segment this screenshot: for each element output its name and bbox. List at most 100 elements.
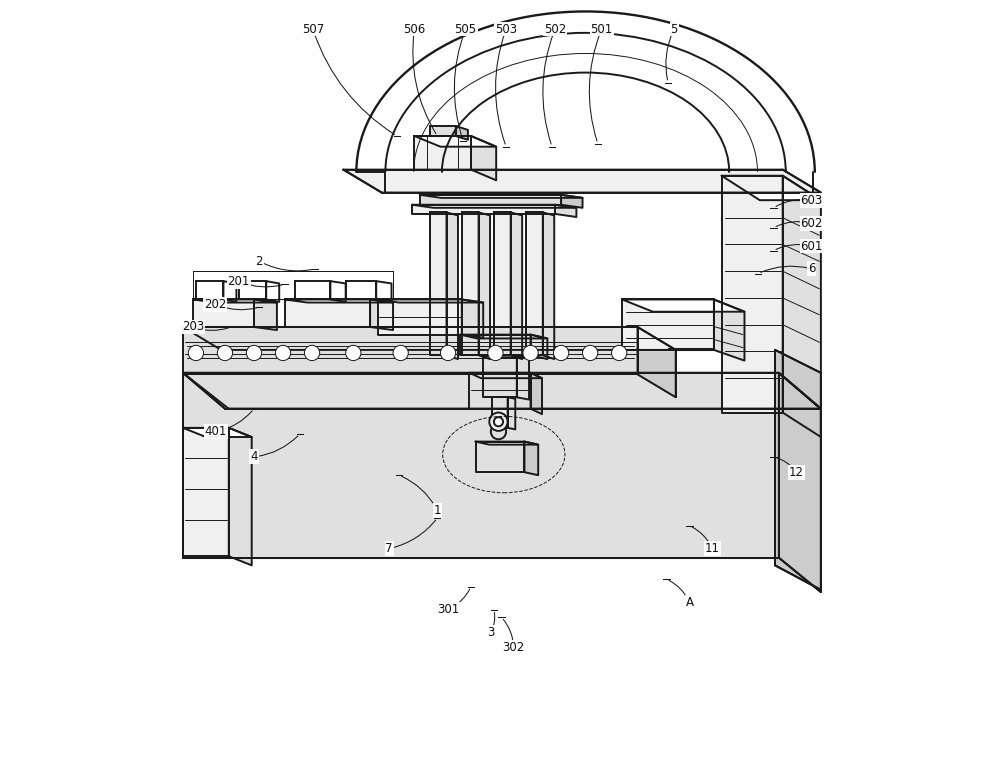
Circle shape xyxy=(494,417,503,426)
Text: 202: 202 xyxy=(204,297,226,311)
Polygon shape xyxy=(462,299,483,338)
Polygon shape xyxy=(420,195,561,205)
Text: 301: 301 xyxy=(437,603,459,617)
Polygon shape xyxy=(295,281,330,299)
Polygon shape xyxy=(447,212,458,359)
Text: 401: 401 xyxy=(205,425,227,439)
Polygon shape xyxy=(285,299,370,327)
Text: 501: 501 xyxy=(590,22,613,36)
Polygon shape xyxy=(543,212,554,359)
Circle shape xyxy=(583,345,598,361)
Polygon shape xyxy=(722,176,821,200)
Polygon shape xyxy=(196,281,223,299)
Text: 601: 601 xyxy=(801,239,823,253)
Circle shape xyxy=(488,345,503,361)
Polygon shape xyxy=(266,281,279,302)
Polygon shape xyxy=(239,281,266,299)
Text: 5: 5 xyxy=(671,22,678,36)
Circle shape xyxy=(393,345,408,361)
Polygon shape xyxy=(469,373,531,409)
Polygon shape xyxy=(638,327,676,397)
Polygon shape xyxy=(526,212,543,355)
Polygon shape xyxy=(492,397,508,428)
Polygon shape xyxy=(414,136,496,147)
Text: 302: 302 xyxy=(503,641,525,655)
Circle shape xyxy=(491,424,506,439)
Text: 3: 3 xyxy=(487,626,495,639)
Polygon shape xyxy=(668,348,712,350)
Polygon shape xyxy=(183,373,821,409)
Polygon shape xyxy=(376,281,392,302)
Text: A: A xyxy=(685,595,693,609)
Polygon shape xyxy=(531,335,547,359)
Polygon shape xyxy=(285,299,393,303)
Circle shape xyxy=(188,345,204,361)
Polygon shape xyxy=(469,373,542,378)
Polygon shape xyxy=(476,442,538,445)
Polygon shape xyxy=(183,428,229,556)
Polygon shape xyxy=(412,205,576,208)
Polygon shape xyxy=(420,195,583,198)
Text: 7: 7 xyxy=(385,542,393,555)
Text: 4: 4 xyxy=(250,450,258,464)
Circle shape xyxy=(246,345,262,361)
Polygon shape xyxy=(430,212,447,355)
Text: 603: 603 xyxy=(801,193,823,207)
Polygon shape xyxy=(183,327,638,374)
Polygon shape xyxy=(183,327,676,350)
Polygon shape xyxy=(462,212,479,355)
Text: 201: 201 xyxy=(228,274,250,288)
Circle shape xyxy=(304,345,320,361)
Polygon shape xyxy=(456,126,468,140)
Polygon shape xyxy=(430,126,456,136)
Text: 203: 203 xyxy=(182,320,204,334)
Polygon shape xyxy=(479,212,490,359)
Polygon shape xyxy=(330,281,346,302)
Text: 2: 2 xyxy=(256,254,263,268)
Text: 12: 12 xyxy=(789,465,804,479)
Text: 602: 602 xyxy=(801,216,823,230)
Text: 1: 1 xyxy=(434,503,441,517)
Polygon shape xyxy=(460,335,531,355)
Polygon shape xyxy=(378,299,462,335)
Polygon shape xyxy=(531,373,542,414)
Circle shape xyxy=(275,345,291,361)
Polygon shape xyxy=(561,195,583,208)
Polygon shape xyxy=(483,355,517,397)
Polygon shape xyxy=(511,212,522,359)
Circle shape xyxy=(346,345,361,361)
Polygon shape xyxy=(508,397,515,429)
Polygon shape xyxy=(783,176,821,437)
Polygon shape xyxy=(193,299,254,327)
Polygon shape xyxy=(346,281,376,299)
Text: 506: 506 xyxy=(403,22,426,36)
Polygon shape xyxy=(229,428,252,565)
Polygon shape xyxy=(193,271,393,299)
Circle shape xyxy=(523,345,538,361)
Circle shape xyxy=(612,345,627,361)
Text: 503: 503 xyxy=(495,22,517,36)
Polygon shape xyxy=(343,170,821,193)
Circle shape xyxy=(440,345,456,361)
Polygon shape xyxy=(193,299,277,303)
Polygon shape xyxy=(183,373,821,409)
Polygon shape xyxy=(622,299,744,312)
Polygon shape xyxy=(183,373,779,558)
Polygon shape xyxy=(524,442,538,475)
Polygon shape xyxy=(775,350,821,590)
Polygon shape xyxy=(378,299,483,303)
Polygon shape xyxy=(483,355,529,358)
Polygon shape xyxy=(254,299,277,330)
Circle shape xyxy=(217,345,233,361)
Text: 507: 507 xyxy=(302,22,324,36)
Polygon shape xyxy=(722,176,783,413)
Polygon shape xyxy=(476,442,524,472)
Polygon shape xyxy=(460,335,547,338)
Polygon shape xyxy=(494,212,511,355)
Polygon shape xyxy=(555,205,576,217)
Text: 11: 11 xyxy=(705,542,720,555)
Polygon shape xyxy=(414,136,471,170)
Polygon shape xyxy=(471,136,496,180)
Polygon shape xyxy=(779,373,821,592)
Polygon shape xyxy=(622,299,714,350)
